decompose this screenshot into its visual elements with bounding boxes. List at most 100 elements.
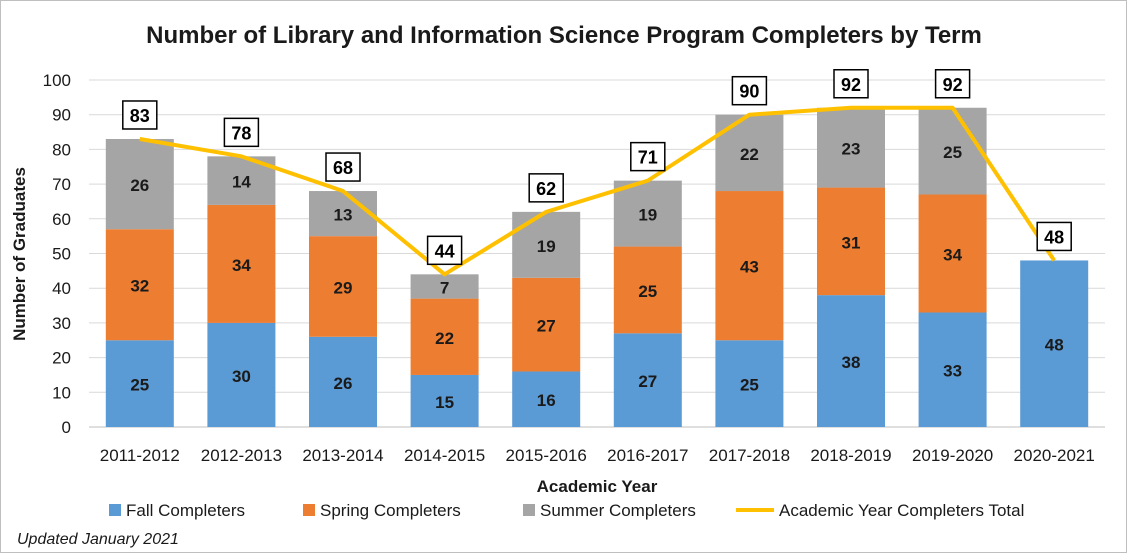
total-label-text: 44	[435, 241, 455, 261]
y-tick-label: 30	[52, 314, 71, 333]
segment-label: 14	[232, 173, 251, 192]
total-label-2019-2020: 92	[934, 69, 971, 99]
total-label-box	[325, 152, 361, 182]
segment-labels: 2532263034142629131522716271927251925432…	[130, 140, 1063, 412]
bar-spring-2019-2020	[918, 194, 987, 313]
x-tick-label: 2015-2016	[506, 446, 587, 465]
y-tick-label: 90	[52, 106, 71, 125]
y-tick-label: 70	[52, 175, 71, 194]
total-label-2014-2015: 44	[426, 235, 463, 266]
total-label-box	[731, 75, 768, 106]
segment-label: 16	[537, 391, 556, 410]
segment-label: 43	[740, 258, 759, 277]
segment-label: 33	[943, 362, 962, 381]
total-label-2018-2019: 92	[833, 69, 869, 99]
total-label-text: 92	[943, 75, 963, 95]
legend-swatch	[523, 504, 535, 516]
legend-swatch	[303, 504, 315, 516]
x-tick-label: 2012-2013	[201, 446, 282, 465]
segment-label: 31	[842, 233, 861, 252]
x-tick-label: 2011-2012	[100, 446, 180, 465]
total-label-text: 48	[1044, 227, 1064, 247]
bar-spring-2017-2018	[715, 191, 784, 341]
segment-label: 48	[1045, 336, 1064, 355]
total-label-text: 92	[841, 75, 861, 95]
y-tick-label: 50	[52, 245, 71, 264]
bar-fall-2019-2020	[918, 312, 987, 427]
legend-swatch	[109, 504, 121, 516]
total-label-box	[122, 100, 158, 130]
segment-label: 25	[943, 143, 962, 162]
x-tick-label: 2020-2021	[1014, 446, 1095, 465]
legend-label: Summer Completers	[540, 501, 696, 520]
segment-label: 23	[842, 140, 861, 159]
bar-fall-2016-2017	[613, 333, 682, 427]
total-label-box	[528, 173, 564, 203]
total-label-text: 62	[536, 179, 556, 199]
x-tick-label: 2014-2015	[404, 446, 485, 465]
total-label-box	[934, 69, 971, 99]
bar-spring-2016-2017	[613, 246, 682, 334]
total-label-box	[1036, 221, 1072, 252]
total-label-2015-2016: 62	[528, 173, 564, 203]
y-axis-title: Number of Graduates	[10, 167, 29, 341]
bar-spring-2013-2014	[309, 236, 377, 337]
legend-item: Spring Completers	[303, 501, 461, 520]
segment-label: 25	[740, 376, 759, 395]
total-label-text: 68	[333, 158, 353, 178]
bar-fall-2011-2012	[105, 340, 174, 427]
segment-label: 19	[638, 206, 657, 225]
segment-label: 30	[232, 367, 251, 386]
segment-label: 26	[334, 374, 353, 393]
total-line-layer	[139, 105, 1056, 277]
total-label-2017-2018: 90	[731, 75, 768, 106]
legend-label: Academic Year Completers Total	[779, 501, 1024, 520]
bar-fall-2013-2014	[309, 336, 377, 427]
segment-label: 27	[638, 372, 657, 391]
y-tick-label: 0	[62, 418, 71, 437]
total-label-box	[223, 117, 260, 148]
bar-summer-2011-2012	[105, 138, 174, 230]
total-label-box	[833, 69, 869, 99]
segment-label: 27	[537, 317, 556, 336]
y-axis-ticks: 0 10 20 30 40 50 60 70 80 90 100	[43, 71, 71, 437]
x-tick-label: 2018-2019	[810, 446, 891, 465]
total-label-box	[426, 235, 463, 266]
segment-label: 25	[638, 282, 657, 301]
total-label-2013-2014: 68	[325, 152, 361, 182]
bar-summer-2019-2020	[918, 107, 987, 195]
total-label-text: 78	[231, 123, 251, 143]
segment-label: 34	[943, 246, 962, 265]
segment-label: 34	[232, 256, 251, 275]
total-label-text: 90	[739, 82, 759, 102]
legend-label: Spring Completers	[320, 501, 461, 520]
y-tick-label: 80	[52, 140, 71, 159]
bar-spring-2011-2012	[105, 229, 174, 341]
legend: Fall Completers Spring Completers Summer C…	[109, 501, 1024, 520]
bar-spring-2015-2016	[512, 277, 581, 372]
updated-note: Updated January 2021	[17, 531, 179, 548]
x-axis-title: Academic Year	[537, 477, 658, 496]
x-tick-label: 2013-2014	[302, 446, 383, 465]
total-label-2016-2017: 71	[630, 141, 666, 172]
bar-summer-2013-2014	[309, 191, 377, 237]
bar-fall-2012-2013	[207, 322, 276, 427]
x-tick-label: 2019-2020	[912, 446, 993, 465]
segment-label: 22	[740, 145, 759, 164]
segment-label: 13	[334, 206, 353, 225]
segment-label: 32	[130, 277, 149, 296]
segment-label: 15	[435, 393, 454, 412]
total-line	[139, 105, 1056, 277]
bar-summer-2015-2016	[512, 211, 581, 278]
y-tick-label: 10	[52, 383, 71, 402]
bar-summer-2014-2015	[410, 274, 479, 299]
bar-fall-2018-2019	[817, 295, 885, 427]
bar-summer-2018-2019	[817, 107, 885, 188]
bar-fall-2020-2021	[1020, 260, 1089, 427]
bar-spring-2012-2013	[207, 204, 276, 323]
total-label-text: 83	[130, 106, 150, 126]
bars	[105, 107, 1089, 427]
bar-fall-2017-2018	[715, 340, 784, 427]
total-label-2012-2013: 78	[223, 117, 260, 148]
